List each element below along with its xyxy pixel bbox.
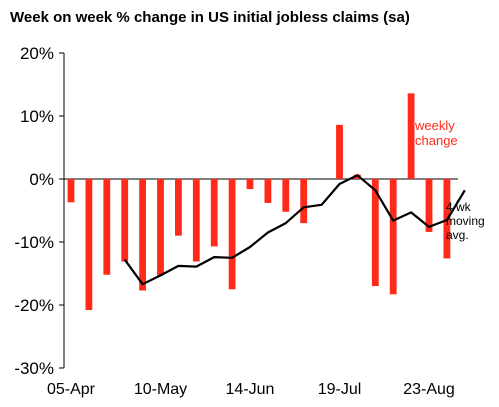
bar [103, 179, 111, 275]
y-tick-label: 0% [29, 170, 54, 189]
moving-average-annotation: avg. [446, 228, 469, 242]
bar [139, 179, 146, 291]
bar [175, 179, 182, 236]
bar [336, 124, 343, 179]
bar [246, 179, 254, 190]
bar [264, 179, 272, 203]
moving-average-path [123, 174, 466, 286]
weekly-change-annotation: weekly [414, 118, 455, 133]
bar [192, 179, 200, 262]
bar [371, 179, 379, 287]
chart-title: Week on week % change in US initial jobl… [10, 9, 410, 26]
bar [67, 179, 75, 203]
y-axis: 20% 10% 0% -10% -20% -30% [14, 44, 65, 378]
bar [228, 179, 236, 290]
y-tick-label: -10% [14, 233, 54, 252]
weekly-change-annotation: change [415, 133, 458, 148]
bar [85, 179, 93, 311]
y-tick-label: -30% [14, 359, 54, 378]
moving-average-line [123, 174, 466, 286]
bar [425, 179, 433, 232]
bar [210, 179, 218, 247]
bar [121, 179, 129, 262]
x-tick-label: 14-Jun [226, 381, 275, 398]
moving-average-annotation: moving [446, 214, 485, 228]
bar [300, 179, 308, 224]
bar [157, 179, 164, 276]
y-tick-label: 20% [20, 44, 54, 63]
x-tick-label: 19-Jul [318, 381, 362, 398]
y-tick-label: 10% [20, 107, 54, 126]
weekly-change-bars [67, 93, 451, 311]
x-axis: 05-Apr 10-May 14-Jun 19-Jul 23-Aug [47, 178, 458, 398]
bar [282, 179, 290, 212]
x-tick-label: 23-Aug [403, 381, 455, 398]
x-tick-label: 10-May [134, 381, 187, 398]
y-tick-label: -20% [14, 296, 54, 315]
bar [407, 93, 415, 179]
bar [389, 179, 397, 295]
x-tick-label: 05-Apr [47, 381, 96, 398]
bar [354, 174, 361, 179]
moving-average-annotation: 4 wk [446, 200, 472, 214]
